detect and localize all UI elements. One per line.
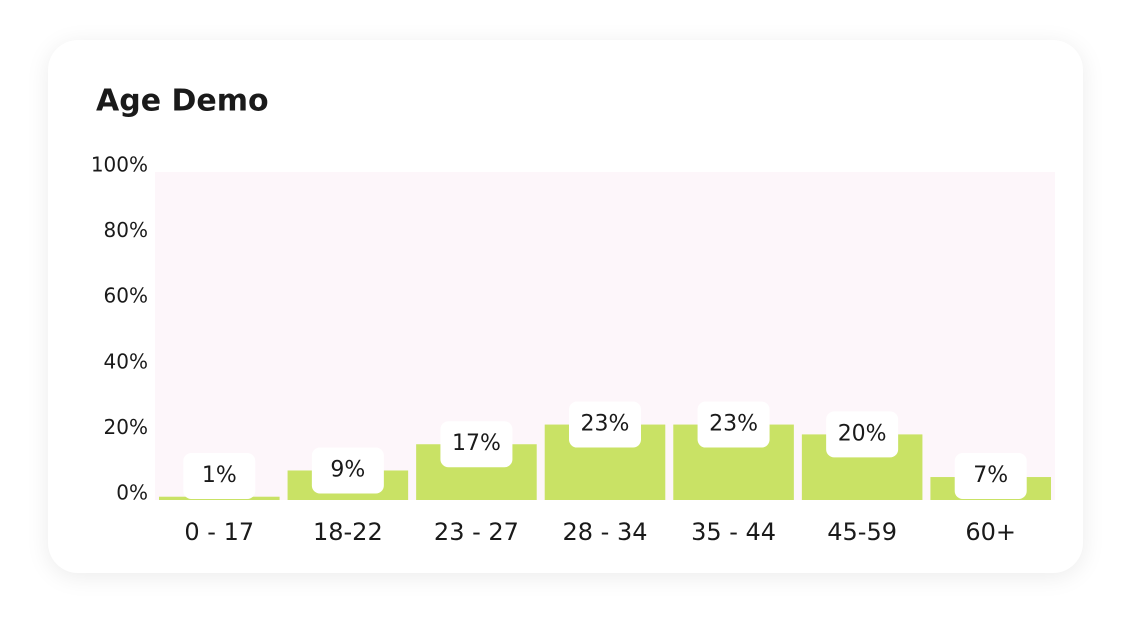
y-tick-label: 60% bbox=[104, 284, 148, 308]
value-label: 7% bbox=[973, 463, 1008, 488]
x-tick-label: 60+ bbox=[965, 518, 1016, 546]
x-tick-label: 0 - 17 bbox=[184, 518, 254, 546]
x-tick-label: 18-22 bbox=[313, 518, 383, 546]
value-label: 1% bbox=[202, 463, 237, 488]
value-label-box bbox=[697, 401, 770, 448]
value-label: 23% bbox=[709, 412, 758, 437]
value-label: 23% bbox=[581, 412, 630, 437]
value-label-box bbox=[440, 421, 513, 468]
y-tick-label: 100% bbox=[91, 153, 148, 177]
x-tick-label: 23 - 27 bbox=[434, 518, 519, 546]
value-label-box bbox=[569, 401, 641, 448]
chart-title: Age Demo bbox=[96, 84, 269, 119]
y-tick-label: 0% bbox=[116, 481, 148, 505]
value-label-box bbox=[826, 411, 899, 458]
value-label-box bbox=[311, 447, 384, 494]
x-tick-label: 35 - 44 bbox=[691, 518, 776, 546]
y-tick-label: 20% bbox=[104, 415, 148, 439]
y-tick-label: 80% bbox=[104, 218, 148, 242]
value-label: 9% bbox=[330, 457, 365, 482]
value-label-box bbox=[183, 453, 256, 499]
y-tick-label: 40% bbox=[104, 349, 148, 373]
value-label: 20% bbox=[838, 421, 887, 446]
value-label: 17% bbox=[452, 431, 501, 456]
x-tick-label: 28 - 34 bbox=[563, 518, 648, 546]
x-tick-label: 45-59 bbox=[827, 518, 897, 546]
value-label-box bbox=[954, 453, 1027, 499]
